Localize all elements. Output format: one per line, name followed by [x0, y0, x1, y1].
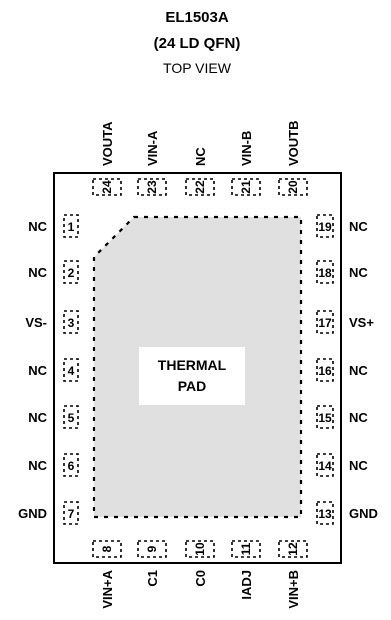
pin-name-label: NC: [349, 363, 368, 378]
pin-number: 9: [145, 545, 159, 552]
pin-number: 8: [100, 545, 114, 552]
pin-name-label: C1: [145, 570, 160, 587]
pin-pad: [137, 178, 167, 196]
pin-pad: [316, 405, 334, 429]
pin-pad: [63, 358, 79, 382]
pin-pad: [63, 260, 79, 284]
pin-pad: [316, 214, 334, 238]
pin-pad: [63, 453, 79, 477]
pin-pad: [231, 178, 261, 196]
pin-name-label: NC: [193, 147, 208, 166]
pin-name-label: VIN+B: [286, 570, 301, 609]
pin-pad: [316, 310, 334, 334]
pin-name-label: NC: [349, 458, 368, 473]
pin-name-label: VIN+A: [100, 569, 115, 608]
pin-pad: [316, 453, 334, 477]
pin-pad: [316, 260, 334, 284]
pin-number: 16: [318, 364, 332, 378]
pin-pad: [63, 405, 79, 429]
pin-number: 4: [68, 364, 75, 378]
pin-number: 3: [68, 316, 75, 330]
pin-pad: [185, 540, 215, 558]
pin-pad: [63, 214, 79, 238]
pin-pad: [185, 178, 215, 196]
pin-number: 6: [68, 459, 75, 473]
pin-number: 11: [239, 542, 253, 555]
pin-pad: [92, 540, 122, 558]
pin-name-label: NC: [28, 410, 47, 425]
pin-name-label: VIN-A: [145, 130, 160, 166]
pin-name-label: NC: [28, 363, 47, 378]
pin-name-label: IADJ: [239, 570, 254, 600]
pin-pad: [63, 310, 79, 334]
pin-number: 23: [145, 180, 159, 194]
pin-name-label: VOUTA: [100, 121, 115, 166]
pin-number: 14: [318, 459, 332, 473]
pin-name-label: NC: [349, 265, 368, 280]
pin-name-label: VS+: [349, 315, 374, 330]
pin-name-label: GND: [18, 506, 47, 521]
pin-number: 18: [318, 266, 332, 280]
pin-pad: [278, 540, 308, 558]
pin-number: 17: [318, 316, 332, 330]
pin-number: 15: [318, 411, 332, 425]
pin-number: 1: [68, 220, 75, 234]
pin-pad: [63, 501, 79, 525]
pin-name-label: NC: [28, 458, 47, 473]
pin-name-label: NC: [349, 410, 368, 425]
pin-name-label: GND: [349, 506, 378, 521]
pin-number: 24: [100, 180, 114, 194]
pin-number: 22: [193, 180, 207, 194]
pin-number: 12: [286, 542, 300, 556]
view-title: TOP VIEW: [163, 60, 232, 76]
thermal-pad-label-line1: THERMAL: [158, 357, 227, 373]
thermal-pad-label-box: [139, 347, 245, 405]
part-title: EL1503A: [165, 9, 229, 26]
pin-pad: [316, 358, 334, 382]
pin-number: 19: [318, 220, 332, 234]
pins-layer: 1 NC 2 NC 3 VS- 4 NC 5 NC 6 NC 7 GND 19 NC 18 NC 17 VS+ 16 NC…: [18, 121, 378, 609]
pin-name-label: VOUTB: [286, 121, 301, 167]
pin-name-label: NC: [28, 219, 47, 234]
pin-pad: [92, 178, 122, 196]
pin-name-label: NC: [28, 265, 47, 280]
pin-number: 5: [68, 411, 75, 425]
pin-pad: [278, 178, 308, 196]
pin-name-label: NC: [349, 219, 368, 234]
pin-number: 21: [239, 180, 253, 194]
pin-name-label: VIN-B: [239, 131, 254, 166]
pin-name-label: C0: [193, 570, 208, 587]
pin-number: 20: [286, 180, 300, 194]
pin-pad: [316, 501, 334, 525]
package-title: (24 LD QFN): [154, 35, 241, 52]
pin-name-label: VS-: [25, 315, 47, 330]
pin-number: 2: [68, 266, 75, 280]
pin-number: 13: [318, 507, 332, 521]
pin-pad: [137, 540, 167, 558]
pin-number: 10: [193, 542, 207, 556]
pin-number: 7: [68, 507, 75, 521]
thermal-pad-label-line2: PAD: [178, 378, 207, 394]
pin-pad: [231, 540, 261, 558]
